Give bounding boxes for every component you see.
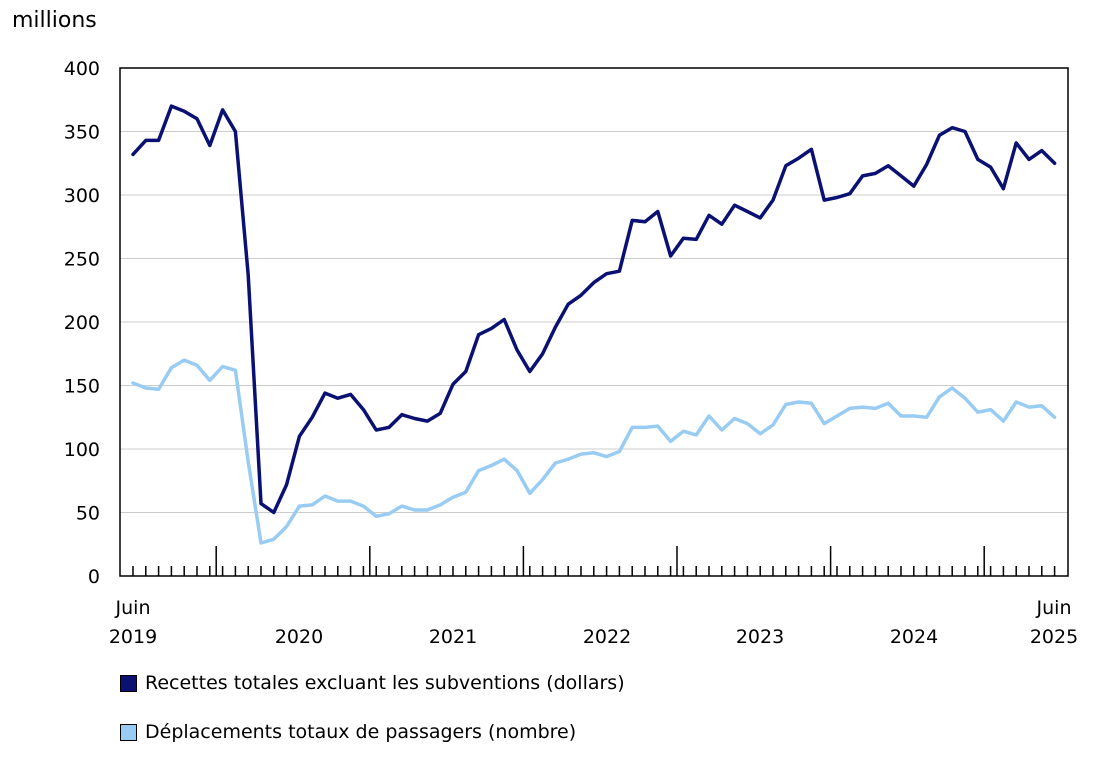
- x-year-label: 2021: [429, 626, 477, 648]
- y-tick-label: 350: [64, 122, 100, 144]
- y-tick-label: 400: [64, 58, 100, 80]
- series-line-passengers: [131, 358, 1057, 545]
- y-tick-label: 300: [64, 185, 100, 207]
- legend-item-revenue: Recettes totales excluant les subvention…: [120, 672, 625, 694]
- y-tick-label: 150: [64, 376, 100, 398]
- legend-label-passengers: Déplacements totaux de passagers (nombre…: [145, 721, 577, 743]
- y-tick-label: 200: [64, 312, 100, 334]
- x-year-label: 2023: [736, 626, 784, 648]
- y-unit-label: millions: [12, 8, 97, 33]
- legend-swatch-revenue: [120, 674, 137, 692]
- x-month-label: Juin: [115, 597, 151, 619]
- x-year-label: 2019: [109, 626, 157, 648]
- y-tick-label: 0: [88, 566, 100, 588]
- x-year-label: 2024: [890, 626, 938, 648]
- legend-label-revenue: Recettes totales excluant les subvention…: [145, 672, 625, 694]
- x-month-label: Juin: [1036, 597, 1072, 619]
- x-year-label: 2020: [275, 626, 323, 648]
- x-year-label: 2022: [583, 626, 631, 648]
- series-line-revenue: [131, 104, 1057, 515]
- y-tick-label: 250: [64, 249, 100, 271]
- x-year-label: 2025: [1030, 626, 1078, 648]
- y-tick-label: 50: [76, 503, 100, 525]
- y-tick-label: 100: [64, 439, 100, 461]
- legend-item-passengers: Déplacements totaux de passagers (nombre…: [120, 721, 576, 743]
- legend-swatch-passengers: [120, 723, 137, 741]
